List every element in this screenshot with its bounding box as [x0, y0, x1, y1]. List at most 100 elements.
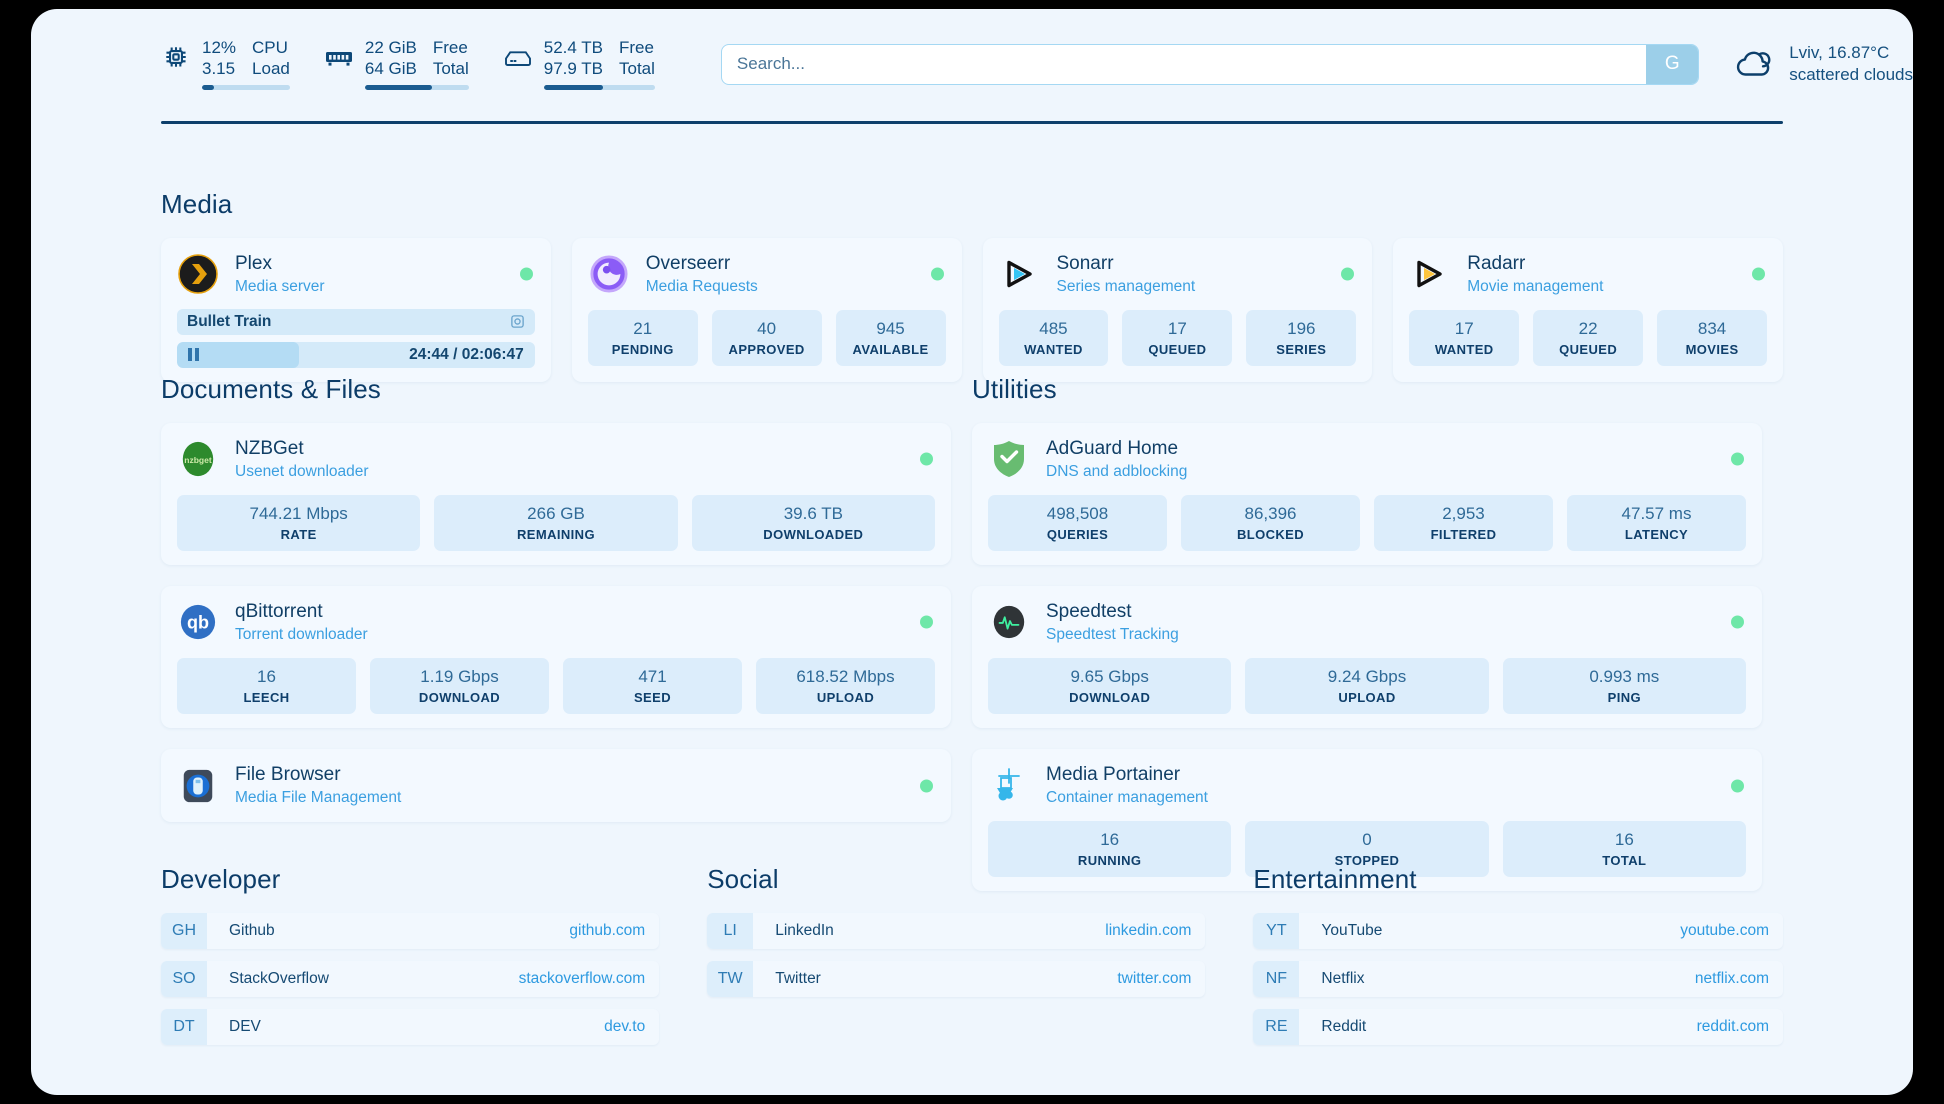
bookmark-stackoverflow[interactable]: SO StackOverflow stackoverflow.com — [161, 961, 660, 997]
section-title-media: Media — [161, 189, 233, 219]
service-card-adguard-home[interactable]: AdGuard Home DNS and adblocking 498,508 … — [972, 423, 1762, 566]
header-divider — [161, 121, 1783, 124]
stat-label: REMAINING — [516, 527, 595, 543]
stat-label: LEECH — [243, 690, 290, 706]
status-indicator-online — [1731, 452, 1744, 466]
bookmark-youtube[interactable]: YT YouTube youtube.com — [1253, 913, 1783, 949]
service-name: AdGuard Home — [1046, 438, 1179, 459]
stat-value: 471 — [638, 666, 667, 686]
stat-label: MOVIES — [1685, 342, 1739, 358]
dashboard-frame: 12% 3.15 CPU Load — [31, 9, 1913, 1095]
stat-total: 16 TOTAL — [1502, 820, 1746, 878]
stat-ram-progress-track — [364, 85, 469, 91]
service-subtitle: Media Requests — [645, 277, 758, 295]
bookmark-url: linkedin.com — [1105, 922, 1192, 939]
service-card-qbittorrent[interactable]: qb qBittorrent Torrent downloader 16 LEE… — [161, 586, 951, 729]
stat-value: 9.24 Gbps — [1327, 666, 1407, 686]
bookmark-group-title: Entertainment — [1253, 864, 1417, 894]
stat-value: 266 GB — [527, 503, 585, 523]
bookmark-dev[interactable]: DT DEV dev.to — [161, 1009, 660, 1045]
bookmark-name: Twitter — [775, 970, 821, 987]
stat-disk-label-2: Total — [619, 58, 655, 78]
bookmark-github[interactable]: GH Github github.com — [161, 913, 660, 949]
stat-queries: 498,508 QUERIES — [988, 494, 1167, 552]
stat-label: FILTERED — [1430, 527, 1497, 543]
pause-icon[interactable] — [188, 348, 199, 362]
service-card-nzbget[interactable]: nzbget NZBGet Usenet downloader 744.21 M… — [161, 423, 951, 566]
service-card-plex[interactable]: Plex Media server Bullet Train — [161, 238, 551, 382]
cpu-icon — [161, 40, 191, 74]
stat-cpu-label-2: Load — [252, 58, 290, 78]
cloud-icon — [1733, 48, 1775, 80]
bookmark-tag: LI — [707, 913, 754, 949]
stat-value: 834 — [1697, 318, 1727, 338]
service-card-radarr[interactable]: Radarr Movie management 17 WANTED 22 QUE… — [1393, 238, 1783, 382]
stat-label: RATE — [280, 527, 317, 543]
service-name: Overseerr — [645, 253, 731, 274]
ram-icon — [324, 40, 354, 74]
bookmark-twitter[interactable]: TW Twitter twitter.com — [707, 961, 1206, 997]
stat-latency: 47.57 ms LATENCY — [1567, 494, 1746, 552]
bookmark-linkedin[interactable]: LI LinkedIn linkedin.com — [707, 913, 1206, 949]
service-card-media-portainer[interactable]: Media Portainer Container management 16 … — [972, 749, 1762, 892]
service-card-sonarr[interactable]: Sonarr Series management 485 WANTED 17 Q… — [982, 238, 1373, 382]
stat-label: SERIES — [1276, 342, 1327, 358]
stat-value: 0.993 ms — [1589, 666, 1660, 686]
bookmarks: Developer GH Github github.com SO StackO… — [161, 864, 1783, 1057]
stat-wanted: 17 WANTED — [1409, 309, 1520, 367]
stat-label: BLOCKED — [1236, 527, 1305, 543]
bookmark-name: Github — [229, 922, 275, 939]
bookmark-name: Reddit — [1321, 1018, 1367, 1035]
service-card-file-browser[interactable]: File Browser Media File Management — [161, 749, 951, 822]
stat-label: QUERIES — [1046, 527, 1109, 543]
stat-cpu: 12% 3.15 CPU Load — [161, 38, 290, 91]
adguard-icon — [988, 438, 1030, 480]
stat-ping: 0.993 ms PING — [1502, 657, 1746, 715]
status-indicator-online — [1731, 615, 1744, 629]
service-name: Sonarr — [1056, 253, 1114, 274]
qbittorrent-icon: qb — [177, 601, 219, 643]
cast-icon[interactable] — [510, 314, 525, 329]
bookmark-url: github.com — [569, 922, 646, 939]
status-indicator-online — [1731, 779, 1744, 793]
stat-filtered: 2,953 FILTERED — [1374, 494, 1553, 552]
stat-ram-label-1: Free — [432, 37, 468, 57]
bookmark-group-title: Social — [707, 864, 779, 894]
stat-cpu-progress-fill — [202, 85, 215, 91]
stat-label: AVAILABLE — [852, 342, 929, 358]
service-card-speedtest[interactable]: Speedtest Speedtest Tracking 9.65 Gbps D… — [972, 586, 1762, 729]
service-subtitle: Container management — [1046, 788, 1208, 806]
bookmark-name: Netflix — [1321, 970, 1365, 987]
stat-approved: 40 APPROVED — [711, 309, 822, 367]
service-name: Radarr — [1467, 253, 1526, 274]
bookmark-group-title: Developer — [161, 864, 281, 894]
stat-value: 1.19 Gbps — [420, 666, 499, 686]
status-indicator-online — [920, 779, 933, 793]
stat-value: 16 — [257, 666, 276, 686]
disk-icon — [503, 40, 533, 74]
bookmark-netflix[interactable]: NF Netflix netflix.com — [1253, 961, 1783, 997]
stat-label: RUNNING — [1077, 853, 1142, 869]
service-subtitle: Series management — [1056, 277, 1196, 295]
stat-disk-value-1: 52.4 TB — [543, 37, 603, 57]
top-bar: 12% 3.15 CPU Load — [31, 9, 1913, 119]
svg-text:qb: qb — [187, 613, 209, 633]
overseerr-icon — [588, 253, 630, 295]
stat-label: APPROVED — [728, 342, 805, 358]
search-bar[interactable]: G — [720, 43, 1700, 85]
stat-disk: 52.4 TB 97.9 TB Free Total — [503, 38, 655, 91]
stat-ram-value-1: 22 GiB — [364, 37, 417, 57]
section-media: Media Plex Media server — [161, 189, 1783, 382]
stat-value: 21 — [633, 318, 653, 338]
stat-label: WANTED — [1434, 342, 1494, 358]
bookmark-reddit[interactable]: RE Reddit reddit.com — [1253, 1009, 1783, 1045]
search-input[interactable] — [721, 44, 1647, 84]
stat-queued: 17 QUEUED — [1122, 309, 1233, 367]
status-indicator-online — [920, 615, 933, 629]
service-card-overseerr[interactable]: Overseerr Media Requests 21 PENDING 40 A… — [571, 238, 962, 382]
stat-value: 39.6 TB — [783, 503, 843, 523]
bookmark-url: twitter.com — [1117, 970, 1192, 987]
now-playing-progress[interactable]: 24:44 / 02:06:47 — [177, 341, 535, 368]
search-submit-button[interactable]: G — [1646, 44, 1699, 84]
service-subtitle: Speedtest Tracking — [1046, 625, 1179, 643]
